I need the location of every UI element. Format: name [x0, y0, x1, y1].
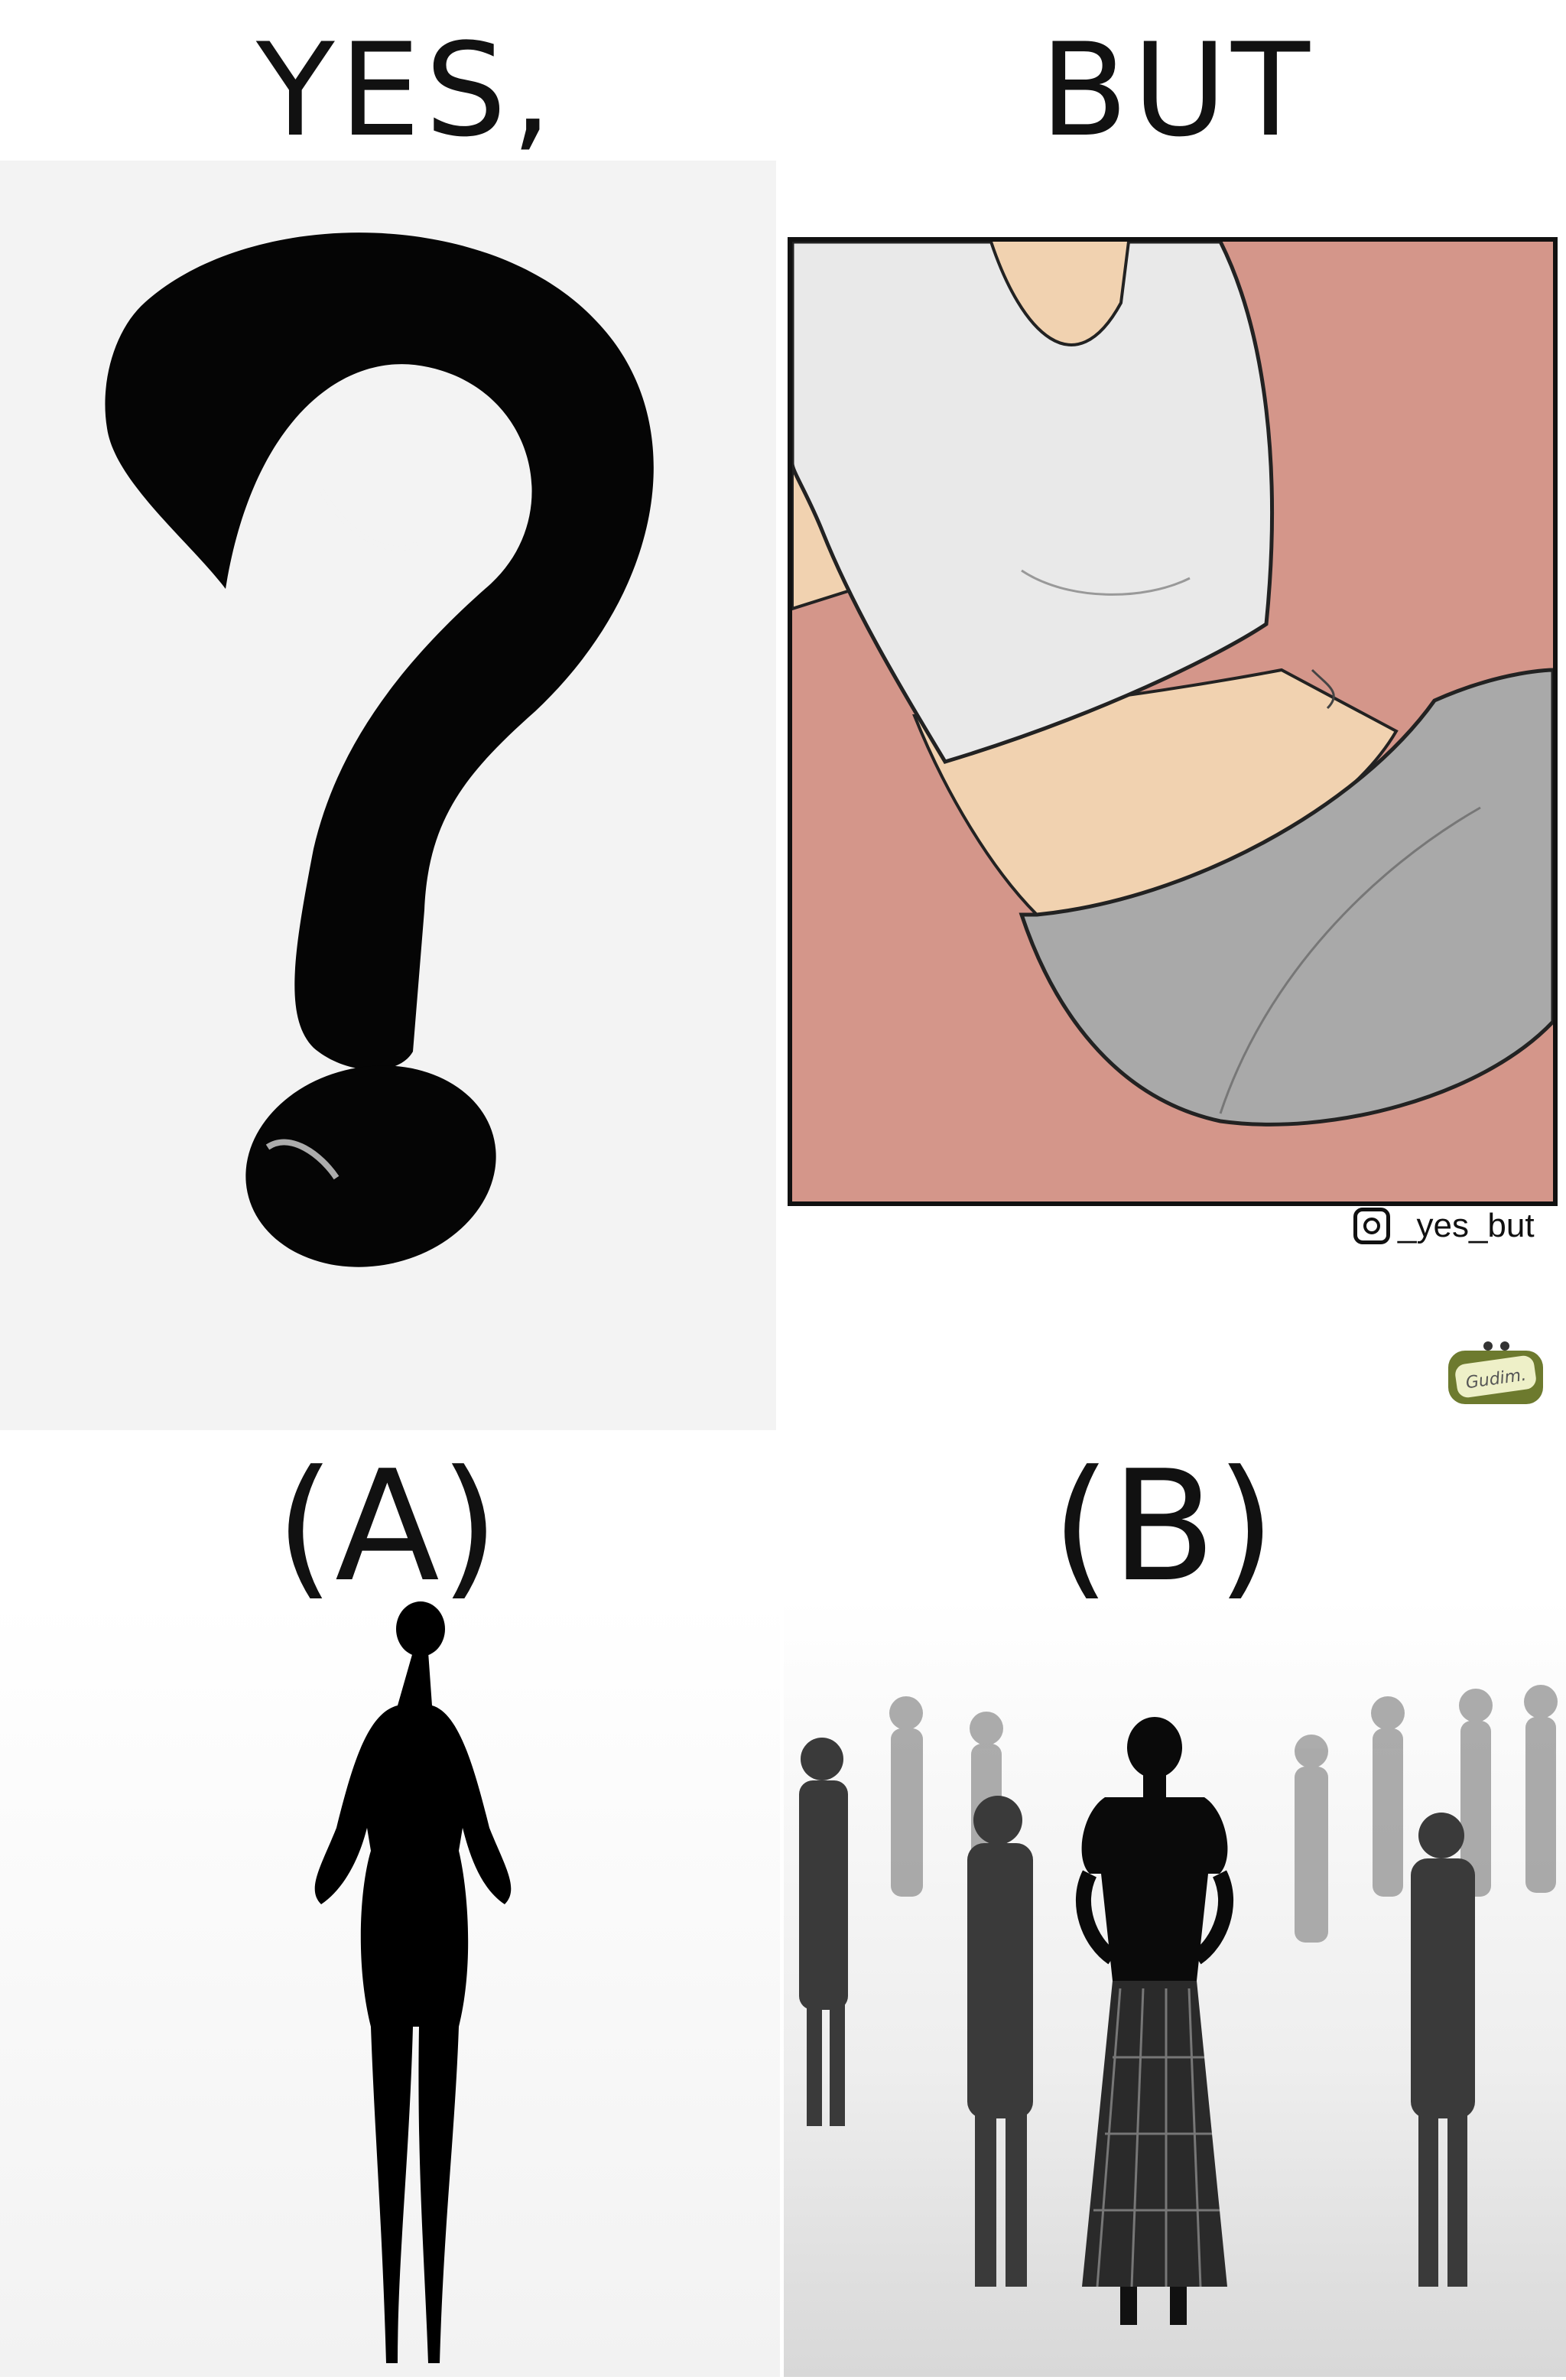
cartoon-panel [788, 237, 1558, 1206]
handle-text: _yes_but [1398, 1207, 1535, 1244]
label-a: (A) [275, 1438, 499, 1616]
crowd-panel [784, 1598, 1566, 2377]
thin-silhouette-panel [0, 1598, 780, 2377]
crowd-silhouettes [799, 1685, 1558, 2325]
watermark-handle: _yes_but [1353, 1207, 1535, 1245]
instagram-icon [1353, 1208, 1390, 1244]
title-yes: YES, [256, 15, 557, 165]
title-but: BUT [1040, 15, 1314, 165]
question-mark-icon [105, 232, 654, 1267]
gudim-logo: Gudim. [1448, 1341, 1543, 1404]
thin-woman-silhouette [314, 1601, 512, 2363]
label-b: (B) [1051, 1438, 1276, 1616]
cartoon-illustration [792, 242, 1553, 1201]
question-mark-panel [0, 161, 776, 1430]
